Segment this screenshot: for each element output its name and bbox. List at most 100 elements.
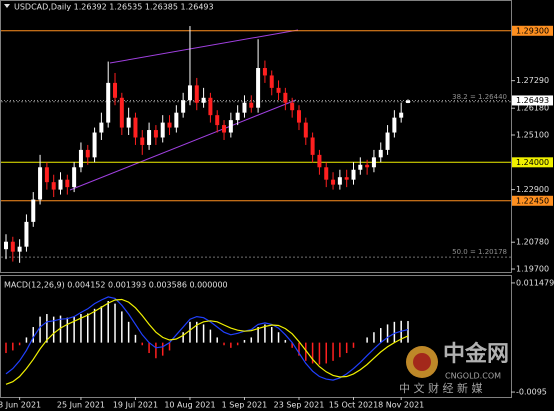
candle-body [276, 87, 281, 93]
price-pane [0, 0, 512, 273]
x-tick-label: 19 Jul 2021 [113, 401, 158, 410]
x-tick-label: 23 Sep 2021 [274, 401, 325, 410]
fib-label: 38.2 = 1.26440 [452, 93, 507, 101]
candle-body [187, 85, 192, 101]
candle-body [351, 169, 356, 180]
candle-body [106, 82, 111, 123]
trendline [69, 99, 297, 191]
fib-label: 50.0 = 1.20178 [452, 248, 507, 256]
y-tick-label: 1.19700 [516, 265, 549, 274]
candle-body [72, 167, 77, 188]
trendline [109, 29, 299, 64]
candle-body [242, 102, 247, 113]
watermark: 中金网 中 文 财 经 新 媒 CNGOLD.COM [399, 341, 509, 395]
macd-pane [0, 275, 512, 398]
marks: 1.27290 1.26180 1.25100 1.22900 1.20780 1.197… [0, 25, 554, 410]
candle-body [85, 149, 90, 158]
candle-body [324, 167, 329, 180]
candle-body [371, 157, 376, 168]
x-tick-label: 3 Jun 2021 [0, 401, 41, 410]
macd-title: MACD(12,26,9) 0.004152 0.001393 0.003586… [4, 281, 228, 290]
y-tick-label: 1.25100 [516, 131, 549, 140]
candle-body [4, 241, 8, 250]
level-box [512, 25, 553, 36]
candle-body [201, 97, 206, 103]
level-label: 1.24000 [516, 158, 549, 167]
macd-line [5, 298, 409, 385]
candle-body [310, 137, 315, 155]
candle-body [65, 179, 70, 188]
level-label: 1.22450 [516, 196, 549, 205]
watermark-site: CNGOLD.COM [445, 372, 501, 381]
candle-body [317, 154, 322, 168]
candle-body [399, 112, 404, 118]
candle-body [181, 100, 186, 113]
x-tick-label: 15 Oct 2021 [329, 401, 378, 410]
candle-body [140, 137, 145, 145]
candle-body [51, 182, 56, 190]
last-price-box [512, 95, 553, 106]
candle-body [406, 100, 410, 103]
candle-body [78, 149, 83, 168]
candle-body [126, 117, 131, 128]
candle-body [167, 122, 172, 128]
candle-body [256, 68, 261, 108]
candle-body [44, 167, 49, 183]
candle-body [194, 85, 199, 103]
watermark-tagline: 中 文 财 经 新 媒 [399, 381, 482, 395]
candle-body [385, 132, 390, 150]
candle-body [208, 97, 213, 116]
candle-body [290, 102, 295, 111]
last-price-label: 1.26493 [516, 96, 549, 105]
candle-body [378, 149, 383, 158]
candle-body [344, 177, 349, 180]
y-tick-label: -0.0095 [516, 388, 547, 397]
candle-body [10, 241, 15, 252]
candle-body [296, 110, 301, 123]
candle-body [358, 164, 363, 170]
candle-body [160, 122, 165, 138]
candle-body [119, 97, 124, 128]
logo [413, 353, 431, 371]
candle-body [228, 120, 233, 133]
candle-body [31, 199, 36, 222]
level-label: 1.29300 [516, 26, 549, 35]
x-tick-label: 25 Jun 2021 [57, 401, 105, 410]
candle-body [331, 179, 336, 185]
candle-body [222, 125, 227, 133]
x-tick-label: 8 Nov 2021 [378, 401, 424, 410]
y-tick-label: 1.20780 [516, 238, 549, 247]
y-tick-label: 1.26180 [516, 104, 549, 113]
chart-title: USDCAD,Daily 1.26392 1.26535 1.26385 1.2… [14, 3, 214, 12]
candle-body [262, 68, 267, 76]
menu-arrow [4, 4, 10, 8]
candle-body [147, 130, 152, 145]
candle-body [58, 179, 63, 190]
candle-body [99, 122, 104, 133]
candle-body [283, 92, 288, 103]
level-box [512, 195, 553, 206]
y-tick-label: 1.22900 [516, 185, 549, 194]
candle-body [215, 115, 220, 126]
candle-body [133, 117, 138, 138]
candle-body [174, 112, 179, 128]
candle-body [24, 221, 29, 247]
candle-body [269, 75, 274, 88]
candle-body [249, 102, 254, 108]
candle-body [153, 130, 158, 138]
candle-body [92, 132, 97, 158]
candle-body [113, 82, 118, 98]
x-tick-label: 1 Sep 2021 [222, 401, 268, 410]
y-tick-label: 0.011479 [516, 278, 554, 287]
watermark-brand: 中金网 [443, 341, 509, 367]
candle-body [337, 177, 342, 185]
candle-body [303, 122, 308, 138]
y-tick-label: 1.27290 [516, 76, 549, 85]
candle-body [235, 112, 240, 121]
x-tick-label: 10 Aug 2021 [164, 401, 215, 410]
candle-body [365, 164, 370, 168]
candle-body [17, 246, 22, 252]
candle-body [38, 167, 43, 200]
